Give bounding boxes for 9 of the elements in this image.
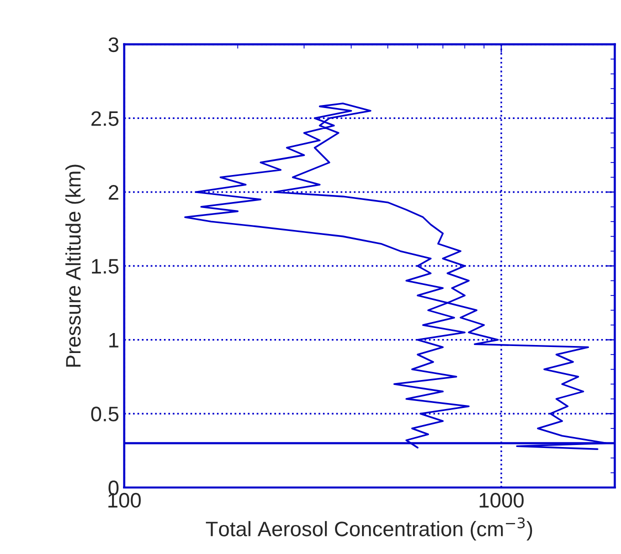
y-tick-label: 2 — [108, 185, 118, 200]
y-tick-label: 2.5 — [91, 111, 118, 126]
x-axis-title: Total Aerosol Concentration (cm$^{−3}$) — [206, 517, 532, 540]
y-tick-label: 3 — [108, 37, 118, 52]
x-tick-label: 1000 — [480, 492, 524, 508]
y-axis-title: Pressure Altitude (km) — [65, 164, 85, 367]
y-tick-label: 1.5 — [92, 259, 118, 274]
y-tick-label: 1 — [109, 333, 118, 348]
y-tick-label: 0.5 — [91, 406, 118, 422]
